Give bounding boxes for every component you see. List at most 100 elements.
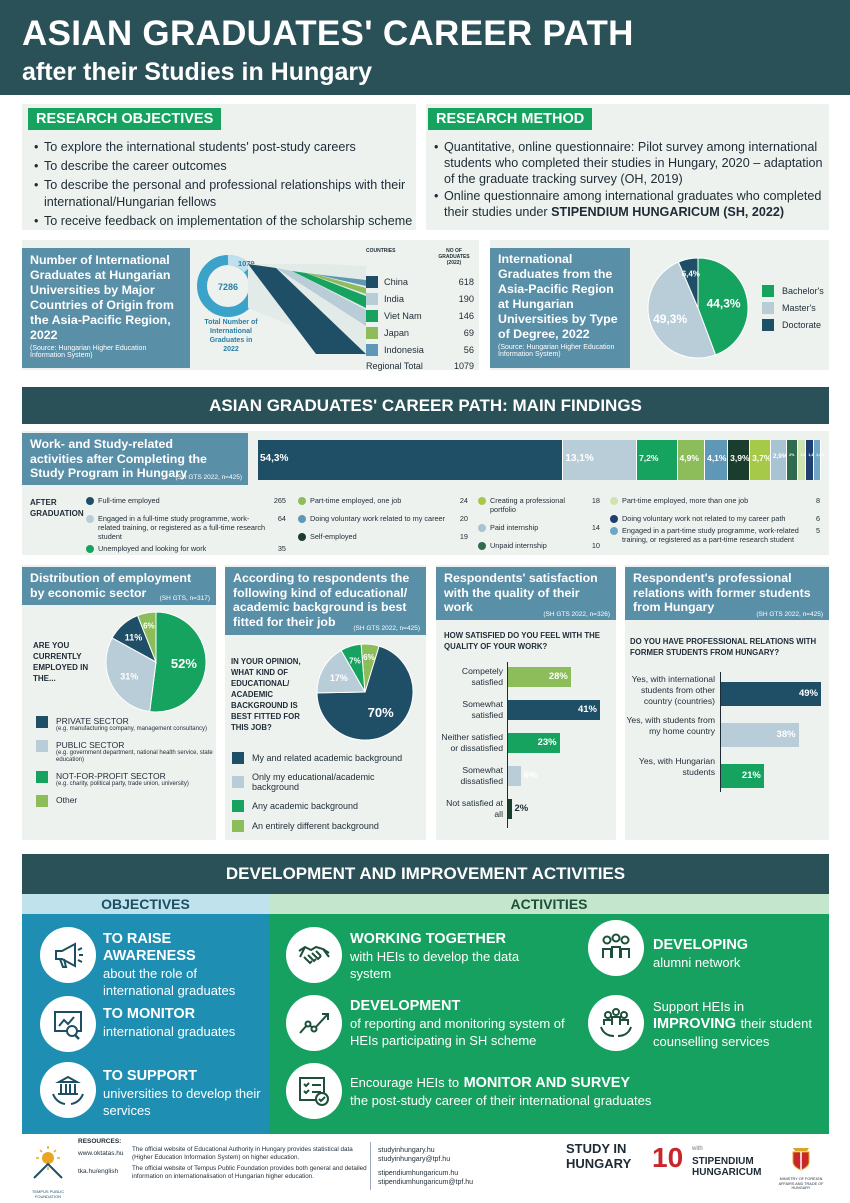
resources-label: RESOURCES:: [78, 1138, 122, 1145]
legend-dot: [298, 496, 306, 505]
objective-sub: universities to develop their services: [103, 1086, 261, 1118]
sector-legend-item: NOT-FOR-PROFIT SECTOR (e.g. charity, poli…: [36, 771, 214, 788]
axis-line: [720, 672, 721, 792]
legend-dot: [610, 496, 618, 505]
legend-dot: [86, 514, 94, 523]
pie-slice: [360, 643, 380, 693]
bar-label: Yes, with Hungarian students: [638, 756, 715, 777]
total-value: 1079: [453, 361, 474, 371]
pie-slice: [677, 257, 699, 309]
pie-label: 6%: [143, 622, 155, 631]
legend-value: 64: [277, 514, 286, 523]
pie-label: 7%: [349, 657, 361, 666]
graduates-rows: China 618 India 190 Viet Nam 146 Japan 69 Indone…: [366, 273, 474, 358]
graduates-title-box: Number of International Graduates at Hun…: [22, 248, 190, 368]
legend-label: Other: [56, 795, 78, 805]
research-objectives: RESEARCH OBJECTIVES To explore the inter…: [22, 104, 416, 230]
legend-sub: (e.g. manufacturing company, management …: [56, 726, 207, 732]
sector-source: (SH GTS, n=317): [159, 595, 210, 602]
activity-legend-item: Part-time employed, one job 24: [298, 496, 468, 505]
relations-source: (SH GTS 2022, n=425): [756, 611, 823, 618]
country-row: Japan 69: [366, 324, 474, 341]
objective-item: To explore the international students' p…: [34, 139, 416, 155]
legend-text: Other: [56, 795, 77, 807]
legend-dot: [86, 544, 94, 553]
graduates-source: (Source: Hungarian Higher Education Info…: [30, 345, 147, 359]
activity-legend-item: Part-time employed, more than one job 8: [610, 496, 820, 505]
activity-title: MONITOR AND SURVEY: [463, 1075, 631, 1091]
legend-text: PRIVATE SECTOR (e.g. manufacturing compan…: [56, 716, 207, 733]
activity-legend-item: Full-time employed 265: [86, 496, 286, 505]
legend-value: 6: [815, 514, 820, 523]
logo-line1: STUDY IN: [566, 1141, 627, 1156]
research-method-title: RESEARCH METHOD: [428, 108, 593, 130]
legend-label: An entirely different background: [252, 821, 379, 831]
legend-value: 18: [591, 496, 600, 505]
activity-sub: alumni network: [653, 955, 741, 970]
donut-big-label: 7286: [218, 282, 238, 292]
satisfaction-title: Respondents' satisfaction with the quali…: [444, 571, 598, 614]
graduates-table-header: COUNTRIES NO OF GRADUATES (2022): [366, 248, 474, 266]
country-swatch: [366, 326, 378, 339]
donut-caption: Total Number of International Graduates …: [204, 319, 258, 353]
legend-value: 10: [591, 541, 600, 550]
activity-bar-segment: 1,2%: [814, 440, 824, 480]
legend-label: Bachelor's: [782, 286, 824, 296]
degree-legend-item: Doctorate: [762, 319, 828, 331]
activity-legend-item: Paid internship 14: [478, 523, 600, 532]
link-stipendium[interactable]: stipendiumhungaricum.hu: [378, 1170, 459, 1177]
objective-item: To receive feedback on implementation of…: [34, 213, 416, 229]
degree-pie-chart: 44,3% 49,3% 6,4%: [647, 257, 749, 359]
country-name: India: [384, 293, 404, 304]
activity-legend-item: Self-employed 19: [298, 532, 468, 541]
legend-label: NOT-FOR-PROFIT SECTOR: [56, 771, 166, 781]
satisfaction-bar-chart: Competely satisfied 28% Somewhat satisfied…: [436, 660, 616, 830]
degree-title: International Graduates from the Asia-Pa…: [498, 252, 618, 341]
activities-title-box: Work- and Study-related activities after…: [22, 433, 248, 485]
degree-legend-item: Master's: [762, 302, 828, 314]
link-studyinhungary[interactable]: studyinhungary.hu: [378, 1147, 435, 1154]
legend-dot: [478, 523, 486, 532]
donut-small-label: 1079: [238, 259, 255, 268]
country-row: Indonesia 56: [366, 341, 474, 358]
country-value: 146: [458, 310, 474, 321]
link-studyinhungary-email[interactable]: studyinhungary@tpf.hu: [378, 1156, 451, 1163]
legend-value: 20: [459, 514, 468, 523]
pie-slice: [316, 649, 366, 694]
pie-slice: [647, 261, 717, 359]
country-name: Indonesia: [384, 344, 424, 355]
bar-label: Neither satisfied or dissatisfied: [441, 732, 503, 753]
background-legend: My and related academic background Only m…: [232, 752, 424, 840]
legend-dot: [478, 541, 486, 550]
handshake-icon: [286, 927, 342, 983]
pie-slice: [105, 637, 157, 713]
bar-label: Yes, with students from my home country: [626, 715, 715, 736]
legend-label: Doctorate: [782, 320, 822, 330]
segment-label: 4,1%: [707, 453, 727, 463]
megaphone-icon: [40, 927, 96, 983]
col-number: NO OF GRADUATES (2022): [438, 248, 470, 266]
method-item: Online questionnaire among international…: [434, 188, 823, 220]
objective-monitor: TO MONITOR international graduates: [103, 1006, 263, 1040]
legend-label: Master's: [782, 303, 816, 313]
legend-swatch: [762, 302, 774, 314]
activities-header: ACTIVITIES: [269, 894, 829, 914]
legend-label: My and related academic background: [252, 753, 403, 763]
legend-label: Full-time employed: [98, 496, 160, 505]
activity-pre: Encourage HEIs to: [350, 1075, 460, 1090]
resource-link-1[interactable]: www.oktatas.hu: [78, 1150, 124, 1157]
development-title: DEVELOPMENT AND IMPROVEMENT ACTIVITIES: [22, 854, 829, 894]
activity-bar-segment: 3,9%: [728, 440, 751, 480]
legend-dot: [610, 514, 618, 523]
activity-sub: their student counselling services: [653, 1016, 812, 1049]
legend-label: Any academic background: [252, 801, 359, 811]
legend-swatch: [36, 795, 48, 807]
background-title: According to respondents the following k…: [233, 571, 410, 629]
link-stipendium-email[interactable]: stipendiumhungaricum@tpf.hu: [378, 1179, 474, 1186]
resource-link-2[interactable]: tka.hu/english: [78, 1168, 119, 1175]
legend-swatch: [232, 776, 244, 788]
activities-title: Work- and Study-related activities after…: [30, 437, 207, 480]
legend-text: PUBLIC SECTOR (e.g. government department…: [56, 740, 214, 764]
legend-sub: (e.g. charity, political party, trade un…: [56, 781, 189, 787]
bar-value: 28%: [548, 671, 568, 682]
